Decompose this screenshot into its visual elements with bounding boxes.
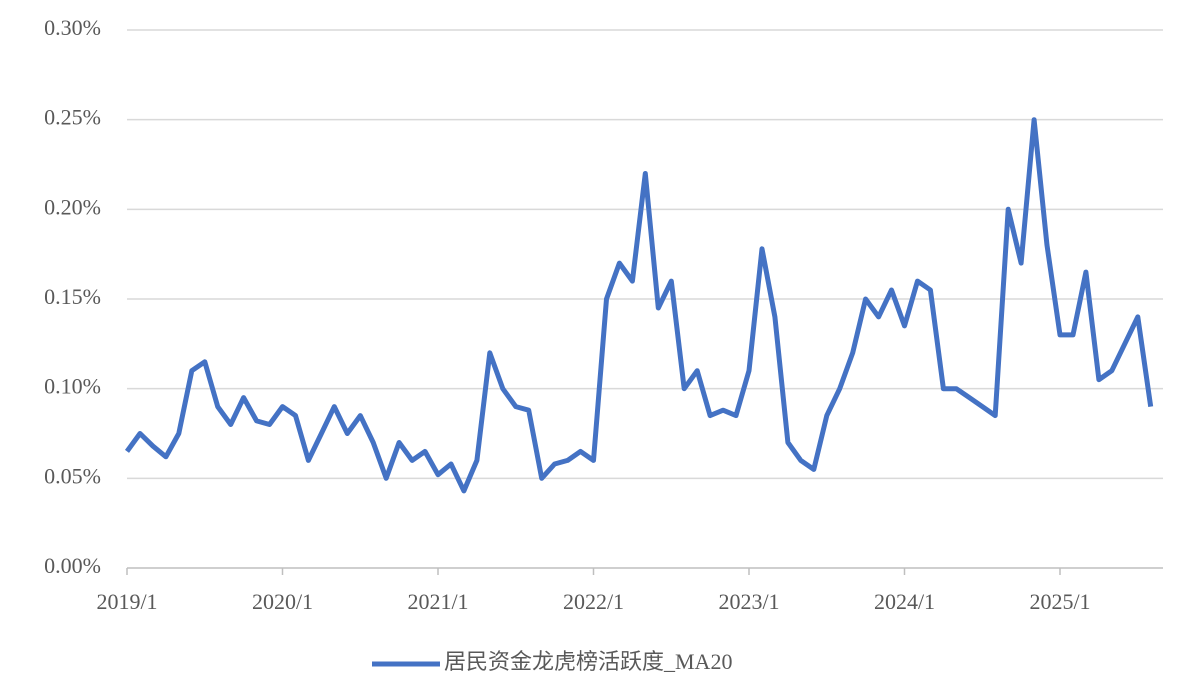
y-tick-label: 0.30% xyxy=(44,15,101,40)
y-tick-label: 0.25% xyxy=(44,105,101,130)
y-tick-label: 0.10% xyxy=(44,374,101,399)
x-tick-label: 2022/1 xyxy=(563,589,624,614)
x-tick-label: 2020/1 xyxy=(252,589,313,614)
x-tick-label: 2024/1 xyxy=(874,589,935,614)
x-tick-label: 2025/1 xyxy=(1029,589,1090,614)
y-tick-label: 0.15% xyxy=(44,284,101,309)
x-tick-label: 2023/1 xyxy=(718,589,779,614)
data-line xyxy=(124,117,1154,494)
x-tick-label: 2021/1 xyxy=(407,589,468,614)
y-tick-label: 0.20% xyxy=(44,194,101,219)
x-tick-label: 2019/1 xyxy=(96,589,157,614)
y-tick-label: 0.00% xyxy=(44,553,101,578)
y-tick-label: 0.05% xyxy=(44,463,101,488)
legend-label: 居民资金龙虎榜活跃度_MA20 xyxy=(444,649,732,674)
